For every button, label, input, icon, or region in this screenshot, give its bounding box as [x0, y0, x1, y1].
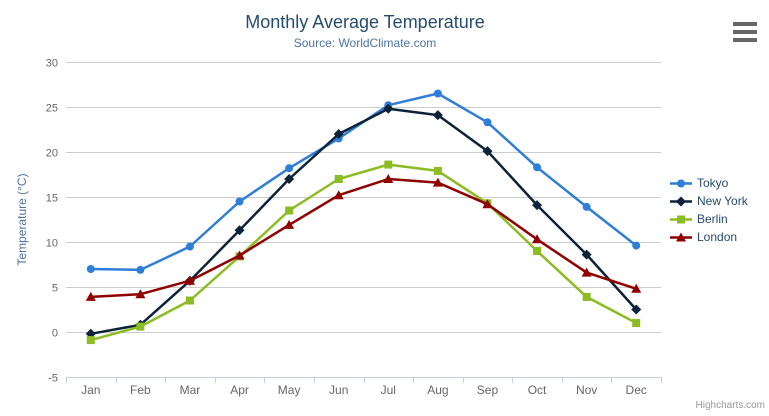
square-legend-marker-icon [670, 215, 692, 223]
data-point-marker [284, 219, 295, 229]
data-point-marker [532, 200, 543, 211]
data-point-marker [432, 110, 443, 121]
data-point-marker [631, 283, 642, 293]
data-point-marker [581, 267, 592, 277]
data-point-marker [334, 175, 343, 183]
x-axis-tick-label: Jul [381, 383, 396, 397]
context-menu-button[interactable] [733, 22, 757, 42]
data-point-marker [86, 265, 95, 273]
x-axis-tick-label: Apr [230, 383, 249, 397]
data-point-marker [184, 275, 195, 285]
series-line [89, 177, 638, 299]
data-point-marker [285, 206, 294, 215]
series-line [89, 92, 638, 272]
diamond-legend-marker-icon [670, 196, 692, 206]
credits-link[interactable]: Highcharts.com [695, 400, 765, 411]
data-point-marker [632, 241, 641, 250]
data-point-marker [582, 202, 591, 211]
data-point-marker [285, 164, 294, 173]
data-point-marker [384, 160, 393, 169]
data-point-marker [86, 336, 95, 345]
x-axis-tick-label: Aug [427, 383, 448, 397]
data-point-marker [333, 190, 344, 200]
legend-item-london[interactable]: London [670, 230, 748, 244]
x-axis-tick-label: Nov [576, 383, 597, 397]
x-axis-tick-label: May [278, 383, 301, 397]
y-axis-tick-label: 5 [52, 283, 58, 295]
y-axis-tick-label: 0 [52, 328, 58, 340]
x-axis-tick-label: Mar [180, 383, 201, 397]
data-point-marker [136, 265, 145, 274]
data-point-marker [533, 163, 542, 172]
data-point-marker [85, 291, 96, 301]
y-axis-tick-label: -5 [48, 373, 58, 385]
data-point-marker [383, 103, 394, 114]
data-point-marker [136, 322, 145, 331]
y-axis-tick-label: 10 [46, 238, 58, 250]
series-line [89, 107, 638, 336]
data-point-marker [333, 129, 344, 139]
y-axis-tick-label: 20 [46, 148, 58, 160]
data-point-marker [482, 146, 493, 157]
legend-item-new-york[interactable]: New York [670, 194, 748, 208]
data-point-marker [532, 234, 543, 244]
triangle-legend-marker-icon [670, 232, 692, 241]
chart-subtitle: Source: WorldClimate.com [293, 36, 437, 50]
data-point-marker [483, 118, 492, 127]
x-axis-tick-label: Jan [81, 383, 100, 397]
data-point-marker [185, 242, 194, 251]
x-axis-tick-label: Feb [130, 383, 151, 397]
data-point-marker [482, 199, 493, 209]
data-point-marker [234, 225, 245, 236]
data-point-marker [582, 292, 591, 301]
hamburger-icon [733, 22, 757, 42]
x-axis-tick-label: Sep [477, 383, 499, 397]
legend-item-label: New York [697, 194, 748, 208]
data-point-marker [533, 247, 542, 255]
y-axis-title: Temperature (°C) [15, 173, 29, 265]
legend-item-label: Tokyo [697, 176, 729, 190]
x-axis-tick-label: Oct [528, 383, 547, 397]
series-line [89, 163, 638, 342]
data-point-marker [581, 249, 592, 260]
legend-marker [677, 215, 685, 223]
data-point-marker [433, 166, 442, 175]
data-point-marker [235, 197, 244, 206]
data-point-marker [234, 250, 245, 260]
y-axis-tick-label: 30 [46, 58, 58, 70]
legend-marker [677, 179, 685, 187]
data-point-marker [185, 296, 194, 305]
data-point-marker [432, 177, 443, 187]
legend-item-label: London [697, 230, 738, 244]
legend-item-tokyo[interactable]: Tokyo [670, 176, 748, 190]
legend-marker [676, 196, 686, 206]
circle-legend-marker-icon [670, 179, 692, 187]
data-point-marker [631, 304, 642, 315]
x-axis-tick-label: Jun [329, 383, 348, 397]
legend-item-label: Berlin [697, 212, 728, 226]
data-point-marker [632, 319, 641, 327]
data-point-marker [433, 89, 442, 98]
data-point-marker [383, 174, 394, 183]
series-tokyo [86, 89, 641, 274]
chart-title: Monthly Average Temperature [245, 12, 485, 32]
series-london [85, 174, 642, 301]
y-axis-tick-label: 25 [46, 103, 58, 115]
data-point-marker [284, 174, 295, 184]
legend: Tokyo New York Berlin London [670, 176, 748, 244]
data-point-marker [135, 289, 146, 299]
legend-item-berlin[interactable]: Berlin [670, 212, 748, 226]
legend-marker [676, 232, 686, 241]
y-axis-tick-label: 15 [46, 193, 58, 205]
series-new-york [85, 103, 642, 339]
x-axis-tick-label: Dec [626, 383, 647, 397]
